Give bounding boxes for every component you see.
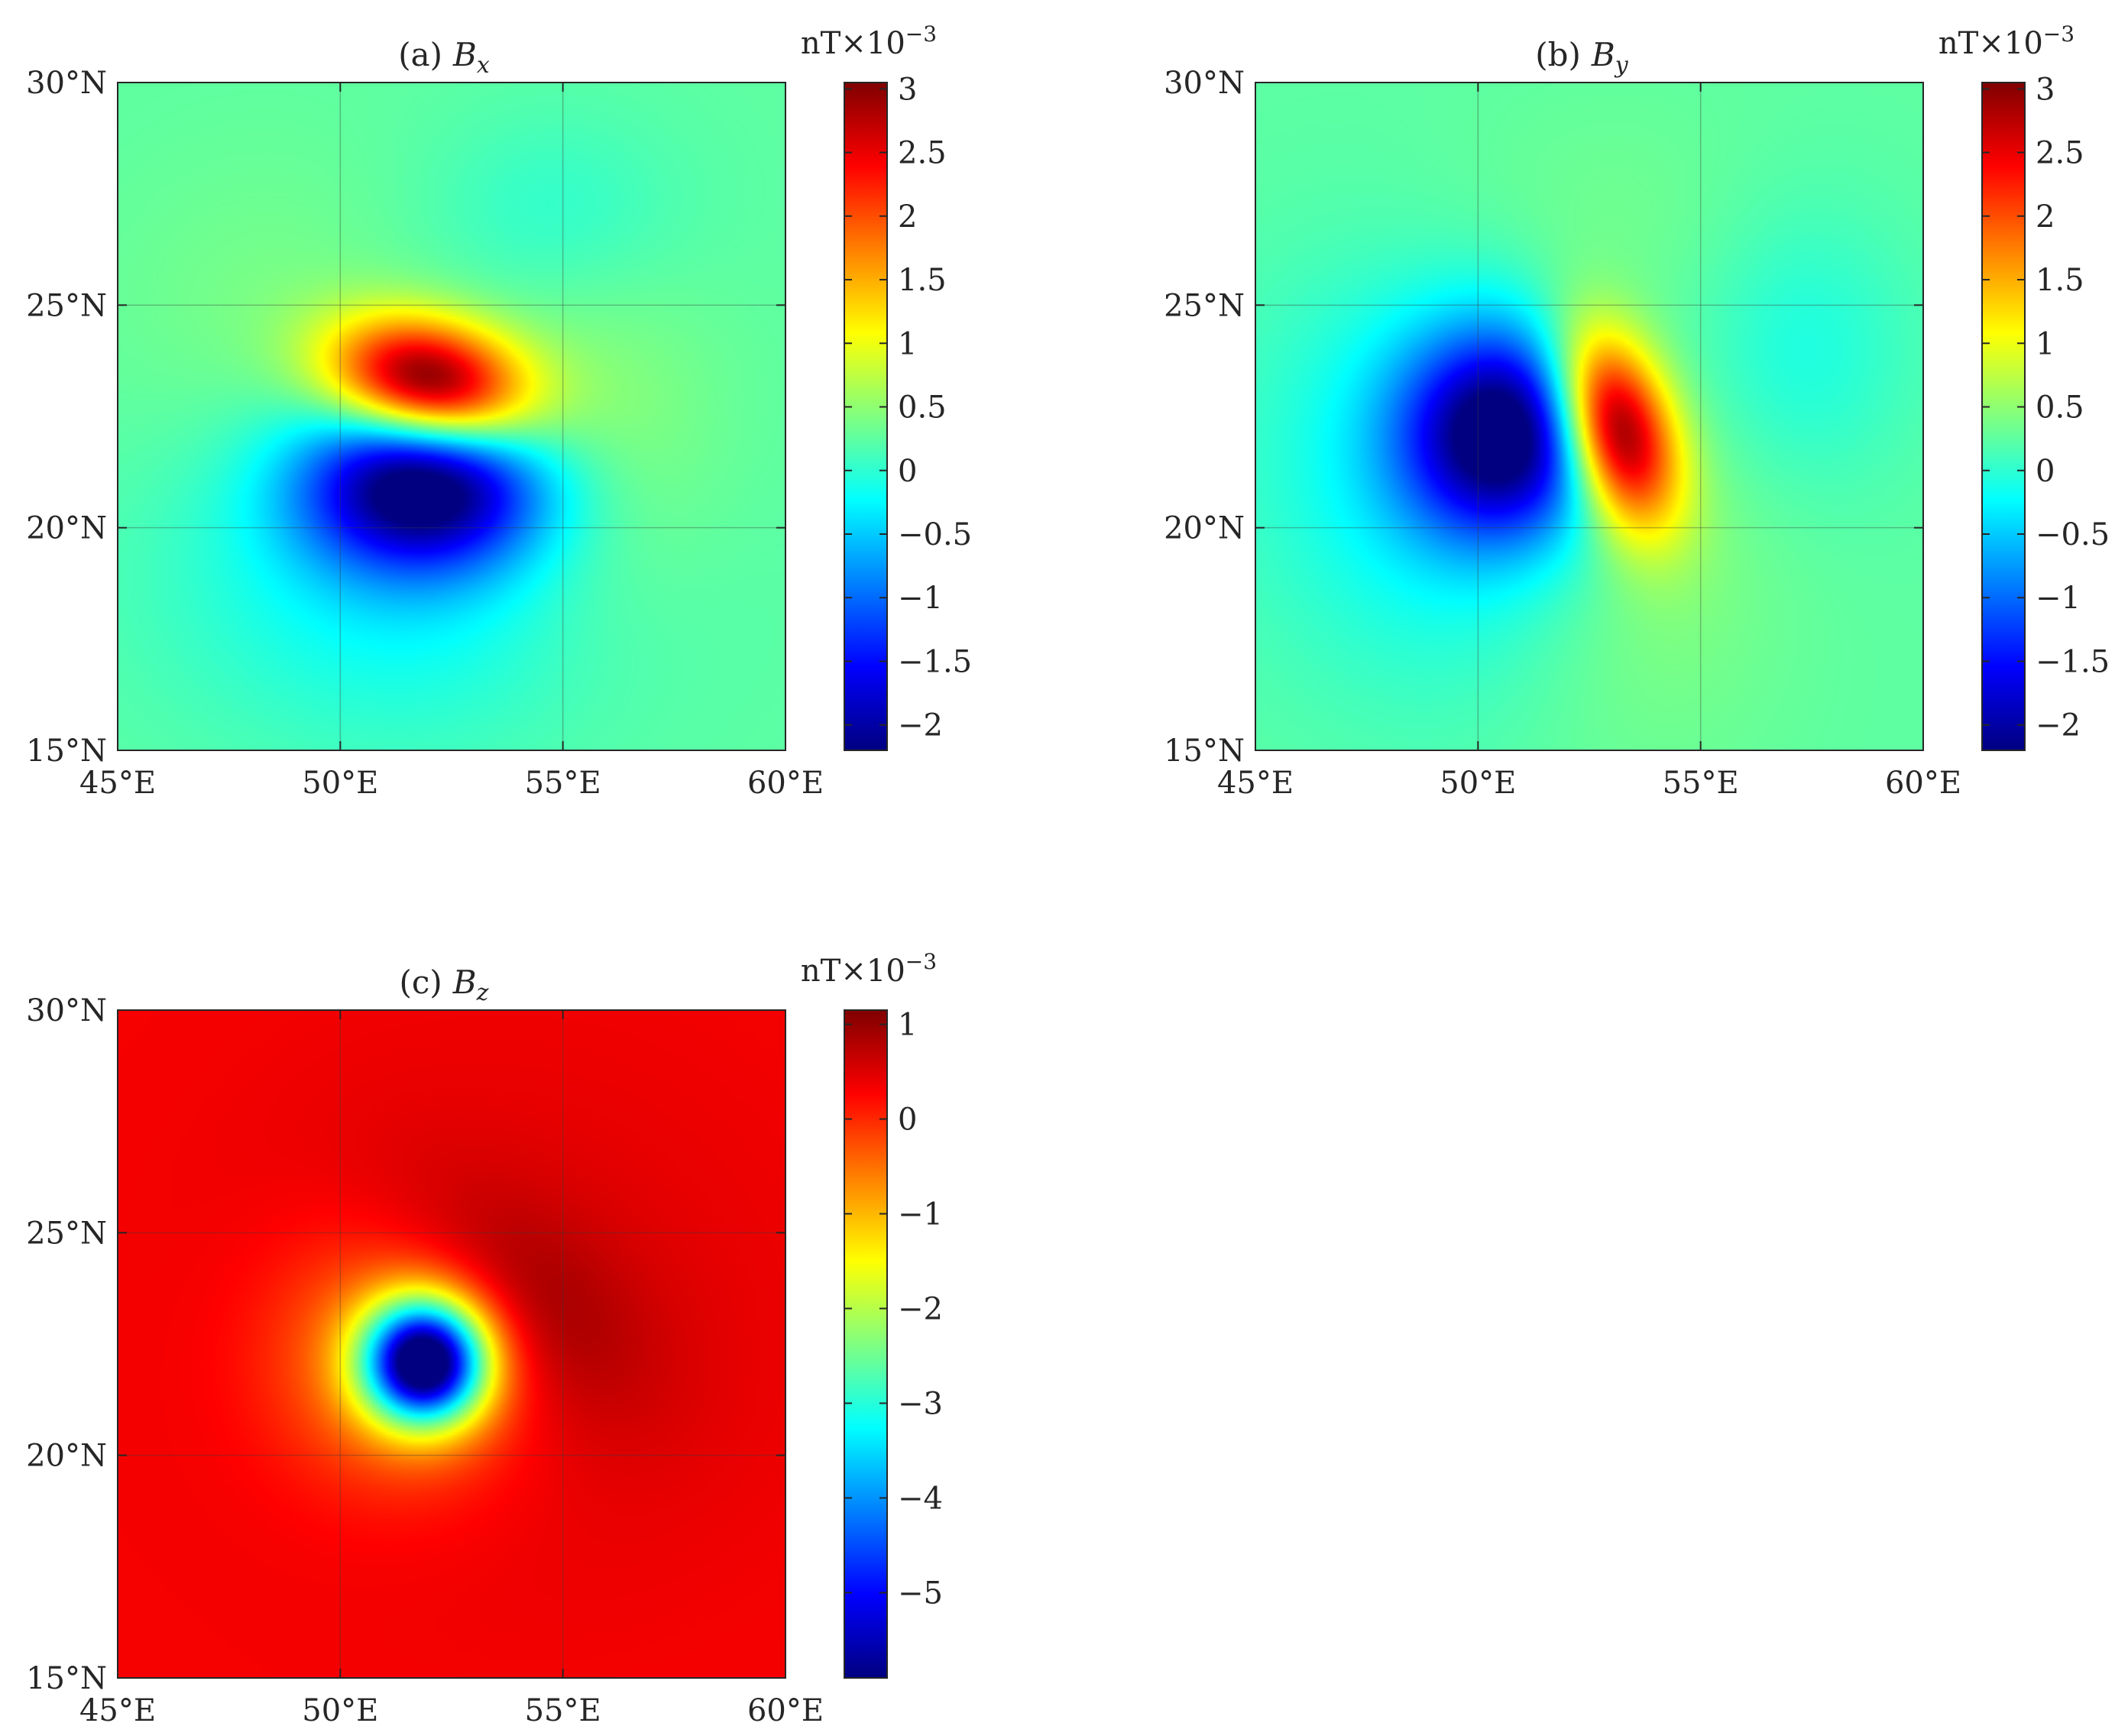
colorbar-tick-label: −1 — [898, 1197, 943, 1232]
y-tick-label: 30°N — [26, 66, 107, 101]
colorbar-tick-label: 1 — [2036, 326, 2055, 361]
panel-label: (b) — [1535, 36, 1581, 73]
x-tick-label: 45°E — [79, 1693, 156, 1728]
title-symbol: B — [452, 36, 477, 73]
plot-frame — [117, 1009, 786, 1679]
unit-text: nT×10 — [801, 954, 905, 989]
colorbar-tick-label: 0.5 — [2036, 390, 2084, 426]
x-tick-label: 50°E — [302, 766, 378, 801]
x-tick-label: 50°E — [302, 1693, 378, 1728]
colorbar-tick-label: −1.5 — [898, 644, 972, 679]
y-tick-label: 25°N — [26, 1216, 107, 1251]
y-tick-label: 30°N — [1164, 66, 1245, 101]
colorbar-tick-label: 0.5 — [898, 390, 947, 426]
colorbar — [1982, 83, 2025, 750]
x-tick-label: 60°E — [747, 766, 824, 801]
colorbar-unit-label: nT×10−3 — [801, 21, 937, 61]
colorbar-tick-label: 1.5 — [898, 263, 947, 298]
colorbar-tick-label: 1 — [898, 326, 917, 361]
colorbar-tick-label: 0 — [898, 454, 917, 489]
x-tick-label: 55°E — [1663, 766, 1739, 801]
panel-label: (c) — [400, 964, 442, 1001]
y-tick-label: 25°N — [26, 288, 107, 323]
colorbar — [844, 83, 887, 750]
unit-exponent: −3 — [905, 949, 937, 974]
colorbar-tick-label: −2 — [898, 1292, 943, 1327]
plot-frame — [117, 82, 786, 751]
colorbar-frame — [1981, 82, 2026, 751]
panel-label: (a) — [398, 36, 442, 73]
colorbar-tick-label: −2 — [898, 708, 943, 743]
colorbar-tick-label: −1 — [2036, 581, 2081, 616]
panel-title: (c) Bz — [400, 964, 489, 1006]
colorbar-tick-label: 2.5 — [2036, 136, 2084, 171]
chart-panel-2: 45°E 50°E 55°E 60°E 15°N 20°N 25°N 30°N (b) By −2 −… — [1164, 21, 2110, 801]
colorbar-tick-label: 2.5 — [898, 136, 947, 171]
y-tick-label: 30°N — [26, 993, 107, 1028]
plot-frame — [1255, 82, 1924, 751]
title-symbol: B — [452, 964, 477, 1001]
colorbar-tick-label: 2 — [898, 199, 917, 235]
colorbar-frame — [844, 1009, 888, 1679]
colorbar-tick-label: 1 — [898, 1008, 917, 1043]
heatmap-field — [118, 1010, 785, 1678]
colorbar-tick-label: −0.5 — [898, 517, 972, 552]
y-tick-label: 15°N — [1164, 734, 1245, 769]
x-tick-label: 45°E — [79, 766, 156, 801]
y-tick-label: 20°N — [26, 511, 107, 546]
unit-text: nT×10 — [1938, 26, 2043, 61]
unit-text: nT×10 — [801, 26, 905, 61]
panel-title: (b) By — [1535, 36, 1629, 79]
colorbar-tick-label: −1.5 — [2036, 644, 2110, 679]
unit-exponent: −3 — [2043, 21, 2075, 47]
heatmap-field — [1255, 83, 1923, 750]
x-tick-label: 55°E — [525, 766, 601, 801]
colorbar-tick-label: −1 — [898, 581, 943, 616]
colorbar-tick-label: −4 — [898, 1481, 943, 1516]
x-tick-label: 50°E — [1440, 766, 1516, 801]
title-subscript: z — [476, 980, 489, 1006]
colorbar — [844, 1010, 887, 1678]
colorbar-tick-label: −2 — [2036, 708, 2081, 743]
colorbar-tick-label: 0 — [2036, 454, 2055, 489]
colorbar-tick-label: 2 — [2036, 199, 2055, 235]
title-symbol: B — [1591, 36, 1615, 73]
y-tick-label: 25°N — [1164, 288, 1245, 323]
x-tick-label: 55°E — [525, 1693, 601, 1728]
colorbar-tick-label: −5 — [898, 1576, 943, 1611]
colorbar-unit-label: nT×10−3 — [1938, 21, 2075, 61]
x-tick-label: 60°E — [747, 1693, 824, 1728]
heatmap-field — [118, 83, 785, 750]
title-subscript: x — [477, 52, 490, 79]
colorbar-tick-label: 3 — [2036, 72, 2055, 107]
title-subscript: y — [1614, 52, 1629, 79]
colorbar-tick-label: 0 — [898, 1103, 917, 1138]
colorbar-tick-label: −3 — [898, 1386, 943, 1421]
y-tick-label: 20°N — [1164, 511, 1245, 546]
colorbar-frame — [844, 82, 888, 751]
y-tick-label: 15°N — [26, 1661, 107, 1696]
x-tick-label: 60°E — [1885, 766, 1961, 801]
y-tick-label: 15°N — [26, 734, 107, 769]
panel-title: (a) Bx — [398, 36, 490, 79]
chart-panel-3: 45°E 50°E 55°E 60°E 15°N 20°N 25°N 30°N (c) Bz −5 −… — [26, 949, 943, 1728]
x-tick-label: 45°E — [1217, 766, 1294, 801]
chart-panel-1: 45°E 50°E 55°E 60°E 15°N 20°N 25°N 30°N (a) Bx −2 −… — [26, 21, 972, 801]
colorbar-tick-label: 3 — [898, 72, 917, 107]
y-tick-label: 20°N — [26, 1439, 107, 1474]
colorbar-tick-label: 1.5 — [2036, 263, 2084, 298]
colorbar-tick-label: −0.5 — [2036, 517, 2110, 552]
unit-exponent: −3 — [905, 21, 937, 47]
colorbar-unit-label: nT×10−3 — [801, 949, 937, 989]
